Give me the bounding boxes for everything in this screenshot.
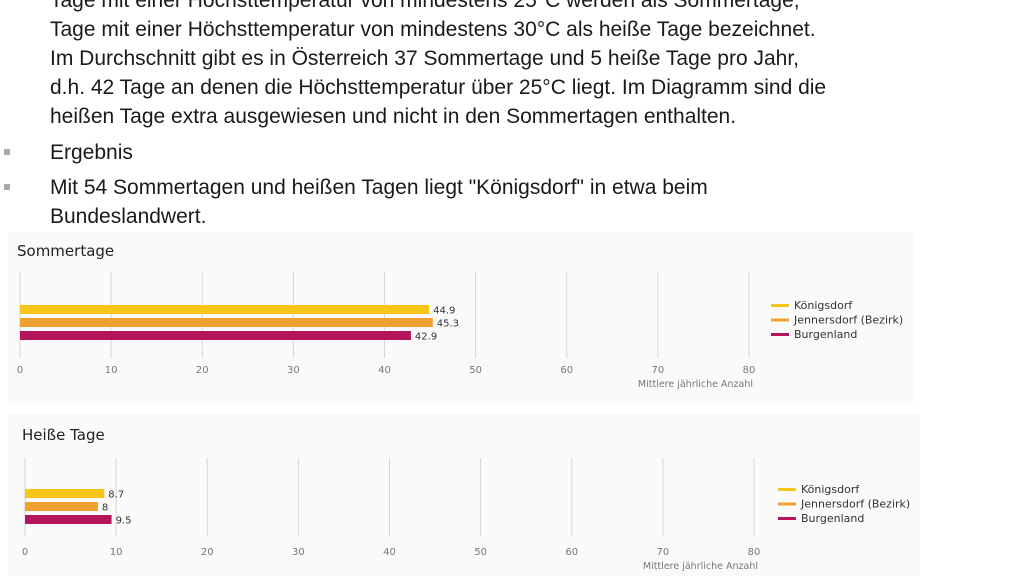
result-line: Bundeslandwert. [50, 205, 207, 228]
bar [25, 489, 105, 498]
bullet-marker [4, 149, 10, 155]
body-line: Tage mit einer Höchsttemperatur von mind… [50, 18, 816, 41]
x-tick-label: 50 [469, 365, 482, 376]
x-tick-label: 30 [292, 547, 305, 558]
legend-swatch [771, 318, 789, 322]
legend-swatch [778, 517, 796, 520]
legend-label: Jennersdorf (Bezirk) [793, 314, 903, 327]
result-line: Mit 54 Sommertagen und heißen Tagen lieg… [50, 176, 708, 199]
legend-swatch [771, 304, 789, 307]
chart-sommertage: Sommertage 0 10 20 30 40 50 60 70 80 Mittlere jäh… [8, 232, 914, 404]
legend-label: Jennersdorf (Bezirk) [800, 498, 910, 511]
bar [20, 318, 433, 327]
chart-heisse-tage: Heiße Tage 0 10 20 30 40 50 60 70 80 Mittlere jäh… [8, 414, 920, 576]
data-label: 9.5 [116, 516, 132, 527]
body-line: d.h. 42 Tage an denen die Höchsttemperat… [50, 76, 827, 99]
data-label: 42.9 [415, 332, 437, 343]
bullet-heading: Ergebnis [50, 141, 133, 164]
bar [25, 515, 112, 524]
data-label: 8 [102, 503, 108, 514]
legend-label: Burgenland [794, 328, 857, 341]
x-tick-label: 0 [22, 547, 28, 558]
data-label: 8.7 [108, 490, 124, 501]
legend-swatch [778, 488, 796, 491]
bar [20, 331, 411, 340]
x-tick-label: 40 [383, 547, 396, 558]
bar [25, 502, 98, 511]
data-label: 44.9 [433, 306, 455, 317]
legend-swatch [771, 333, 789, 336]
bullet-marker [4, 184, 10, 190]
x-tick-label: 40 [378, 365, 391, 376]
body-line: heißen Tage extra ausgewiesen und nicht … [50, 105, 737, 128]
x-tick-label: 0 [17, 365, 23, 376]
x-tick-label: 80 [743, 365, 756, 376]
x-axis-label: Mittlere jährliche Anzahl [643, 561, 758, 572]
x-tick-label: 20 [201, 547, 214, 558]
chart-svg: 0 10 20 30 40 50 60 70 80 Mittlere jährliche Anza… [22, 458, 910, 572]
x-tick-label: 50 [474, 547, 487, 558]
legend-label: Burgenland [801, 512, 864, 525]
legend-label: Königsdorf [801, 483, 860, 496]
x-tick-label: 20 [196, 365, 209, 376]
legend-swatch [778, 502, 796, 506]
x-tick-label: 10 [105, 365, 118, 376]
x-axis-label: Mittlere jährliche Anzahl [638, 379, 753, 390]
chart-title: Heiße Tage [22, 426, 105, 444]
x-tick-label: 60 [565, 547, 578, 558]
x-tick-label: 60 [560, 365, 573, 376]
chart-svg: 0 10 20 30 40 50 60 70 80 Mittlere jährliche Anza… [17, 272, 903, 390]
x-tick-label: 80 [748, 547, 761, 558]
chart-title: Sommertage [17, 242, 115, 260]
legend-label: Königsdorf [794, 299, 853, 312]
body-line: Tage mit einer Höchsttemperatur von mind… [50, 0, 800, 12]
data-label: 45.3 [437, 319, 459, 330]
x-tick-label: 70 [657, 547, 670, 558]
x-tick-label: 30 [287, 365, 300, 376]
bar [20, 305, 430, 314]
body-line: Im Durchschnitt gibt es in Österreich 37… [50, 47, 799, 70]
x-tick-label: 70 [652, 365, 665, 376]
x-tick-label: 10 [110, 547, 123, 558]
